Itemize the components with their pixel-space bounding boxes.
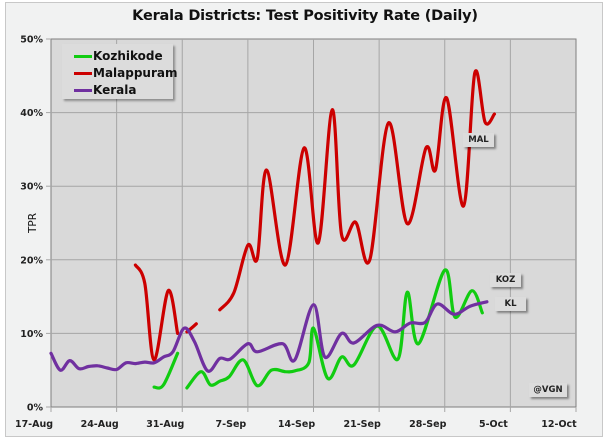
legend-label-malappuram: Malappuram — [93, 66, 178, 80]
x-tick-label: 17-Aug — [15, 419, 53, 430]
y-axis-label: TPR — [27, 213, 39, 234]
gridlines — [51, 39, 576, 407]
annotation-watermark: @VGN — [529, 383, 567, 397]
annotation-mal: MAL — [463, 133, 494, 147]
x-axis-ticks: 17-Aug 24-Aug 31-Aug 7-Sep 14-Sep 21-Sep 28-Se… — [15, 407, 577, 430]
legend-item-malappuram: Malappuram — [74, 65, 178, 81]
y-tick-label: 40% — [20, 108, 43, 119]
x-tick-label: 28-Sep — [409, 419, 446, 430]
legend-swatch-malappuram — [74, 71, 92, 75]
legend-swatch-kerala — [74, 88, 92, 92]
legend: Kozhikode Malappuram Kerala — [62, 44, 178, 99]
x-tick-label: 5-Oct — [479, 419, 508, 430]
y-tick-label: 50% — [20, 35, 43, 46]
legend-swatch-kozhikode — [74, 54, 92, 58]
y-tick-label: 0% — [27, 403, 44, 414]
x-tick-label: 12-Oct — [541, 419, 577, 430]
y-tick-label: 10% — [20, 329, 43, 340]
x-tick-label: 14-Sep — [278, 419, 315, 430]
series-line-malappuram — [218, 69, 496, 312]
series-kerala — [49, 300, 489, 373]
series-line-kerala — [49, 300, 489, 373]
chart-title: Kerala Districts: Test Positivity Rate (… — [132, 8, 478, 24]
legend-label-kozhikode: Kozhikode — [93, 49, 163, 63]
series-lines — [49, 69, 496, 390]
y-axis-ticks: 0% 10% 20% 30% 40% 50% — [20, 35, 51, 414]
legend-label-kerala: Kerala — [93, 83, 137, 97]
series-line-malappuram — [133, 263, 180, 362]
series-line-kozhikode — [152, 351, 180, 390]
x-tick-label: 21-Sep — [344, 419, 381, 430]
x-tick-label: 24-Aug — [81, 419, 119, 430]
x-tick-label: 31-Aug — [146, 419, 184, 430]
legend-item-kozhikode: Kozhikode — [74, 48, 163, 64]
annotation-koz: KOZ — [490, 273, 521, 287]
x-tick-label: 7-Sep — [216, 419, 247, 430]
y-tick-label: 20% — [20, 255, 43, 266]
y-tick-label: 30% — [20, 182, 43, 193]
annotation-kl: KL — [495, 297, 526, 311]
legend-item-kerala: Kerala — [74, 82, 136, 98]
